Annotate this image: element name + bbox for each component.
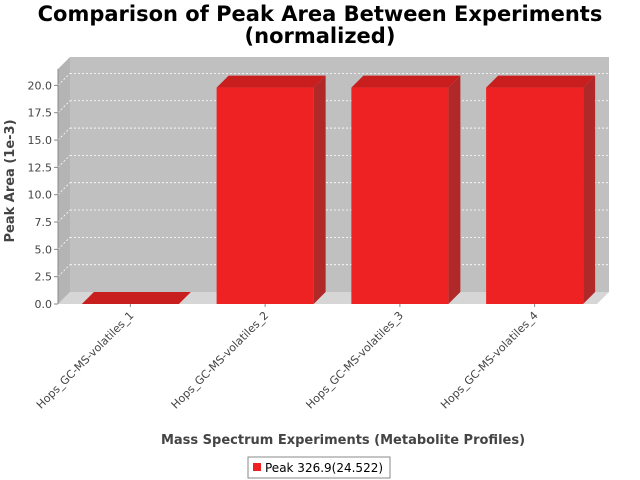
y-tick-label: 20.0 [28,79,53,92]
bar-side [313,75,326,305]
plot-floor [58,292,609,304]
x-tick-label: Hops_GC-MS-volatiles_2 [169,309,272,412]
gridline-diagonal [57,264,71,277]
gridline-diagonal [57,209,71,223]
legend-label: Peak 326.9(24.522) [265,461,383,475]
y-tick-label: 17.5 [28,107,53,120]
gridline-diagonal [57,73,71,86]
legend-swatch [253,463,261,471]
bar-front [351,87,449,305]
bar-side [583,75,596,305]
x-tick-label: Hops_GC-MS-volatiles_1 [34,309,137,412]
legend: Peak 326.9(24.522) [247,456,391,479]
legend-box [247,456,391,479]
y-tick-label: 10.0 [28,189,53,202]
gridline-diagonal [57,127,71,141]
gridline-diagonal [57,155,71,168]
gridline-diagonal [57,237,71,250]
bar [351,75,461,305]
bar-top [216,75,326,88]
chart-title: Comparison of Peak Area Between Experime… [38,2,603,26]
y-tick-label: 0.0 [35,298,53,311]
x-tick-label: Hops_GC-MS-volatiles_4 [438,309,541,412]
plot-back-wall [70,57,609,292]
gridline-diagonal [57,182,71,195]
y-tick-label: 2.5 [35,271,53,284]
x-axis: Hops_GC-MS-volatiles_1 Hops_GC-MS-volatil… [34,304,541,411]
plot-left-wall [58,57,70,304]
bar [216,75,326,305]
y-axis: 0.0 2.5 5.0 7.5 10.0 12.5 15.0 17.5 20.0 [28,69,59,311]
x-tick-label: Hops_GC-MS-volatiles_3 [303,309,406,412]
bar [486,75,596,305]
y-tick-label: 5.0 [35,243,53,256]
chart-subtitle: (normalized) [245,24,396,48]
y-axis-label: Peak Area (1e-3) [3,119,18,242]
bar-top [81,292,191,304]
y-tick-label: 12.5 [28,161,53,174]
bar [81,292,191,304]
bar-front [216,87,314,305]
bar-top [486,75,596,88]
gridline-diagonal [57,100,71,114]
y-tick-label: 15.0 [28,134,53,147]
bar-front [486,87,584,305]
bar-top [351,75,461,88]
x-axis-label: Mass Spectrum Experiments (Metabolite Pr… [161,433,525,448]
bar-side [448,75,461,305]
bars [81,75,596,305]
y-tick-label: 7.5 [35,216,53,229]
